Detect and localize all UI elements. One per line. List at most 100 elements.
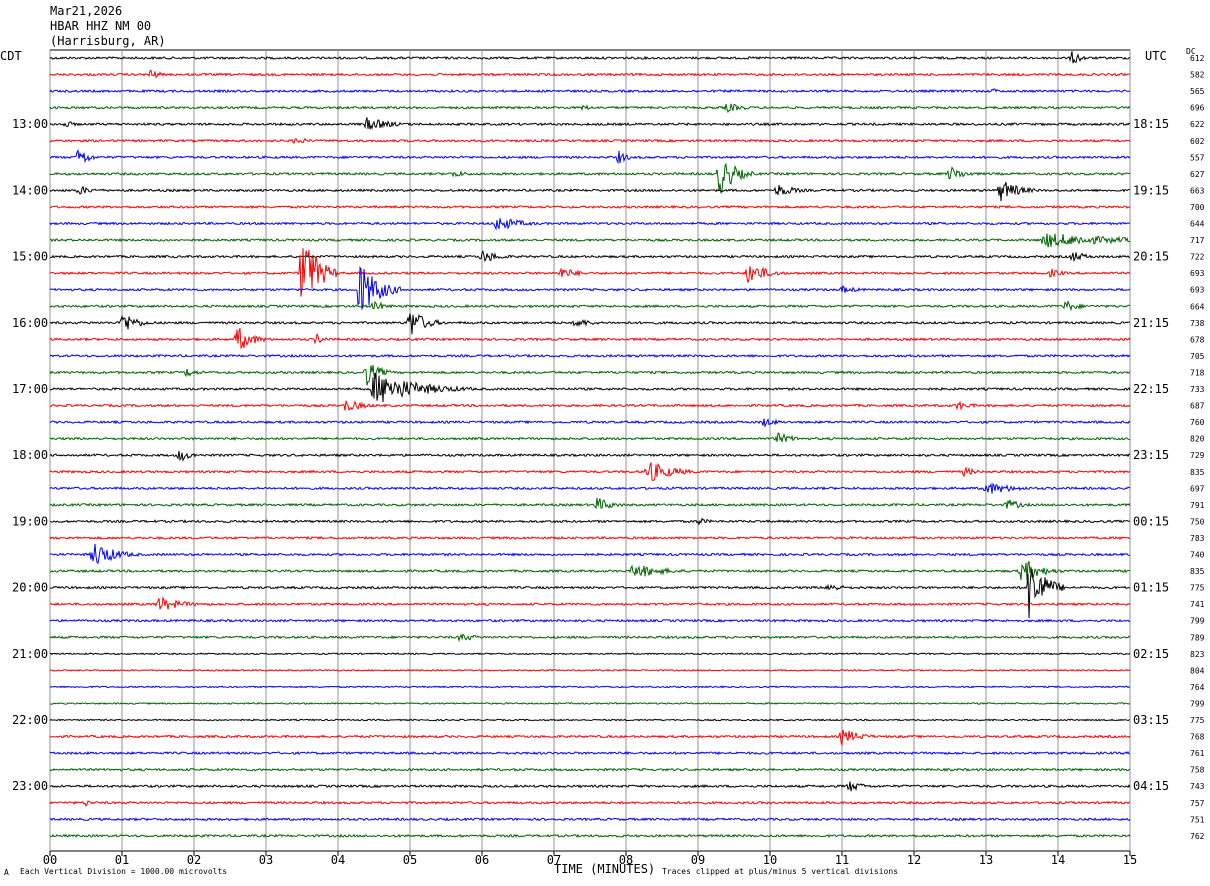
dc-offset-label: 602	[1190, 137, 1205, 146]
dc-offset-label: 768	[1190, 733, 1205, 742]
dc-offset-label: 693	[1190, 269, 1205, 278]
dc-offset-label: 738	[1190, 319, 1205, 328]
seismogram-trace	[49, 51, 1131, 64]
right-hour-label: 18:15	[1133, 117, 1169, 131]
header-date: Mar21,2026	[50, 4, 123, 18]
seismogram-trace	[49, 248, 1131, 297]
seismogram-trace	[49, 364, 1131, 386]
left-timezone-label: CDT	[0, 49, 22, 63]
station-header: Mar21,2026 HBAR HHZ NM 00 (Harrisburg, A…	[50, 4, 166, 49]
seismogram-trace	[49, 327, 1131, 350]
dc-offset-label: 722	[1190, 253, 1205, 262]
left-hour-label: 13:00	[12, 117, 48, 131]
x-tick-label: 15	[1123, 853, 1137, 867]
dc-offset-label: 687	[1190, 402, 1205, 411]
grid-layer	[49, 49, 1131, 856]
dc-offset-label: 700	[1190, 203, 1205, 212]
dc-offset-label: 740	[1190, 551, 1205, 560]
x-tick-label: 11	[835, 853, 849, 867]
seismogram-trace	[49, 218, 1131, 231]
x-tick-label: 02	[187, 853, 201, 867]
seismogram-trace	[49, 685, 1131, 689]
dc-offset-label: 733	[1190, 385, 1205, 394]
left-hour-label: 17:00	[12, 382, 48, 396]
seismogram-trace	[49, 353, 1131, 359]
seismogram-trace	[49, 535, 1131, 541]
dc-offset-label: 705	[1190, 352, 1205, 361]
seismogram-trace	[49, 400, 1131, 411]
seismogram-trace	[49, 618, 1131, 623]
seismogram-trace	[49, 204, 1131, 210]
right-hour-label: 04:15	[1133, 779, 1169, 793]
x-tick-label: 05	[403, 853, 417, 867]
dc-label: DC	[1186, 47, 1196, 56]
seismogram-trace	[49, 69, 1131, 79]
seismogram-trace	[49, 300, 1131, 312]
dc-offset-label: 693	[1190, 286, 1205, 295]
seismogram-trace	[49, 462, 1131, 481]
x-tick-label: 06	[475, 853, 489, 867]
x-tick-label: 07	[547, 853, 561, 867]
dc-offset-label: 761	[1190, 749, 1205, 758]
seismogram-trace	[49, 233, 1131, 248]
seismogram-trace	[49, 568, 1131, 619]
dc-offset-label: 764	[1190, 683, 1205, 692]
dc-offset-label: 799	[1190, 617, 1205, 626]
x-tick-label: 03	[259, 853, 273, 867]
dc-offset-label: 758	[1190, 766, 1205, 775]
dc-offset-label: 622	[1190, 120, 1205, 129]
seismogram-trace	[49, 372, 1131, 403]
dc-offset-label: 741	[1190, 600, 1205, 609]
seismogram-trace	[49, 718, 1131, 722]
seismogram-trace	[49, 432, 1131, 443]
right-timezone-label: UTC	[1145, 49, 1167, 63]
x-tick-label: 14	[1051, 853, 1065, 867]
seismogram-trace	[49, 767, 1131, 772]
clip-note: Traces clipped at plus/minus 5 vertical …	[662, 867, 899, 876]
seismogram-trace	[49, 701, 1131, 705]
right-hour-label: 22:15	[1133, 382, 1169, 396]
right-hour-label: 02:15	[1133, 647, 1169, 661]
dc-offset-label: 743	[1190, 782, 1205, 791]
dc-offset-label: 718	[1190, 368, 1205, 377]
dc-offset-label: 627	[1190, 170, 1205, 179]
dc-offset-label: 697	[1190, 484, 1205, 493]
dc-offset-label: 762	[1190, 832, 1205, 841]
seismogram-trace	[49, 517, 1131, 526]
seismogram-trace	[49, 781, 1131, 792]
dc-offset-label: 751	[1190, 815, 1205, 824]
left-hour-label: 23:00	[12, 779, 48, 793]
left-hour-label: 18:00	[12, 448, 48, 462]
seismogram-trace	[49, 560, 1131, 581]
left-hour-label: 19:00	[12, 514, 48, 528]
dc-offset-label: 835	[1190, 468, 1205, 477]
dc-offset-label: 664	[1190, 302, 1205, 311]
left-hour-label: 20:00	[12, 581, 48, 595]
dc-offset-label: 820	[1190, 435, 1205, 444]
header-station: HBAR HHZ NM 00	[50, 19, 152, 33]
x-tick-label: 13	[979, 853, 993, 867]
dc-offset-label: 760	[1190, 418, 1205, 427]
x-tick-label: 04	[331, 853, 345, 867]
seismogram-trace	[49, 103, 1131, 113]
seismogram-trace	[49, 800, 1131, 808]
seismogram-trace	[49, 148, 1131, 165]
seismogram-trace	[49, 668, 1131, 672]
right-hour-label: 19:15	[1133, 183, 1169, 197]
right-hour-label: 20:15	[1133, 250, 1169, 264]
seismogram-trace	[49, 729, 1131, 746]
dc-offset-label: 729	[1190, 451, 1205, 460]
seismogram-trace	[49, 652, 1131, 656]
seismogram-trace	[49, 595, 1131, 610]
right-hour-label: 21:15	[1133, 316, 1169, 330]
dc-offset-label: 799	[1190, 699, 1205, 708]
x-axis-title: TIME (MINUTES)	[554, 862, 656, 876]
dc-offset-label: 717	[1190, 236, 1205, 245]
dc-offset-label: 663	[1190, 186, 1205, 195]
seismogram-trace	[49, 833, 1131, 838]
seismogram-trace	[49, 266, 1131, 311]
seismogram-trace	[49, 482, 1131, 494]
seismogram-trace	[49, 497, 1131, 510]
seismogram-trace	[49, 543, 1130, 565]
